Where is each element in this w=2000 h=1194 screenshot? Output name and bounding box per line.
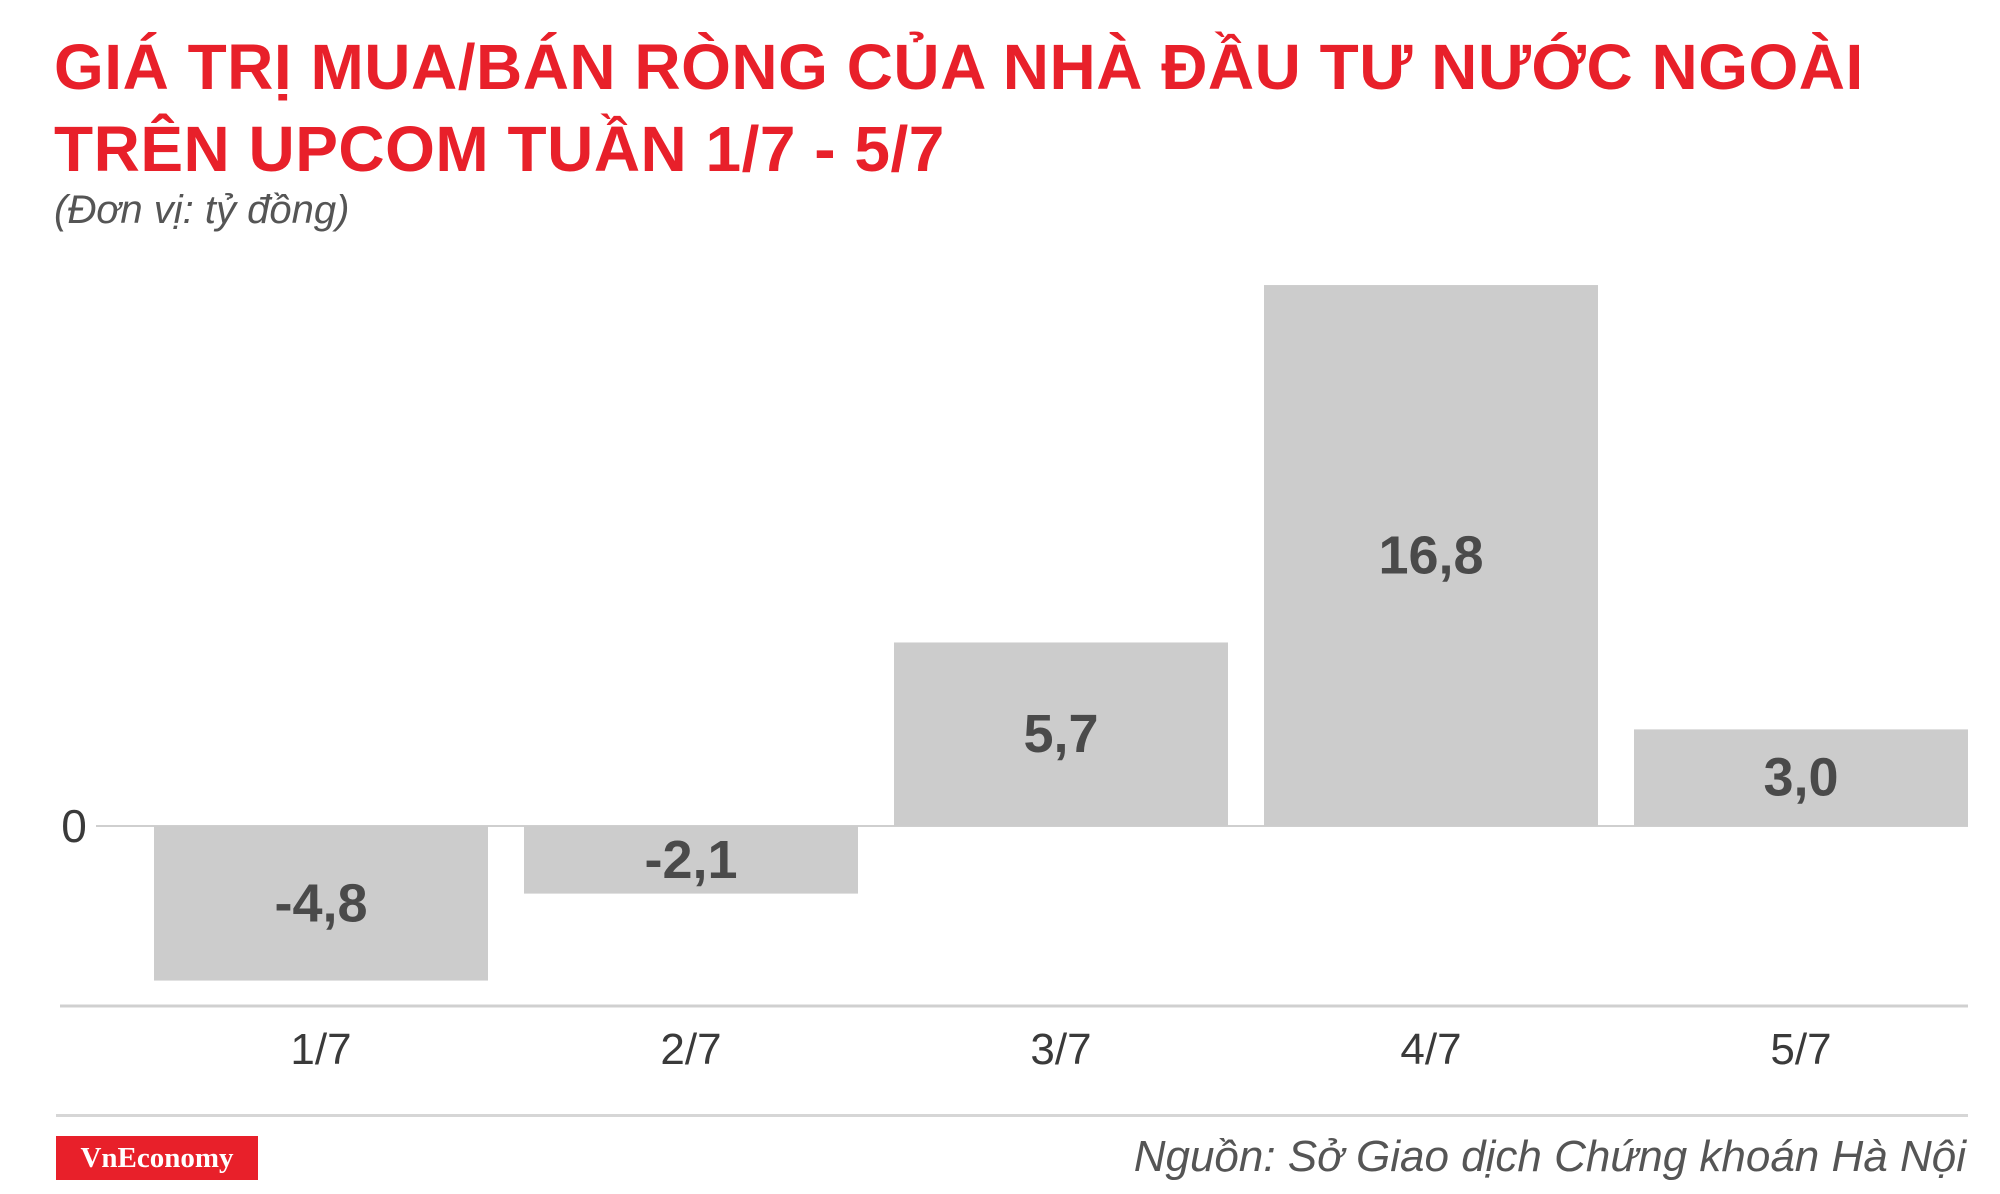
x-tick-label-5/7: 5/7 xyxy=(1770,1025,1831,1074)
vneconomy-logo: VnEconomy xyxy=(56,1136,258,1180)
data-label-2/7: -2,1 xyxy=(644,830,737,890)
data-label-3/7: 5,7 xyxy=(1023,704,1098,764)
unit-label: (Đơn vị: tỷ đồng) xyxy=(54,188,350,232)
bar-3/7 xyxy=(894,642,1228,826)
chart-title-line-2: TRÊN UPCOM TUẦN 1/7 - 5/7 xyxy=(54,113,945,185)
data-label-1/7: -4,8 xyxy=(274,873,367,933)
data-label-4/7: 16,8 xyxy=(1378,526,1483,586)
chart-title-line-1: GIÁ TRỊ MUA/BÁN RÒNG CỦA NHÀ ĐẦU TƯ NƯỚC… xyxy=(54,31,1864,103)
bar-5/7 xyxy=(1634,729,1968,826)
bar-2/7 xyxy=(524,826,858,894)
bar-1/7 xyxy=(154,826,488,981)
data-label-5/7: 3,0 xyxy=(1763,748,1838,808)
x-tick-label-2/7: 2/7 xyxy=(660,1025,721,1074)
zero-tick-label: 0 xyxy=(61,800,87,852)
x-tick-label-4/7: 4/7 xyxy=(1400,1025,1461,1074)
source-note: Nguồn: Sở Giao dịch Chứng khoán Hà Nội xyxy=(1133,1132,1966,1181)
x-tick-label-1/7: 1/7 xyxy=(290,1025,351,1074)
x-tick-label-3/7: 3/7 xyxy=(1030,1025,1091,1074)
footer-divider xyxy=(56,1114,1968,1117)
bar-4/7 xyxy=(1264,285,1598,826)
